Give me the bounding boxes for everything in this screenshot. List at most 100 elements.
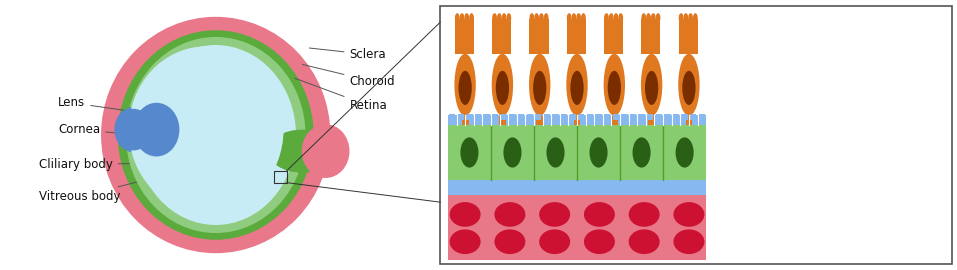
Bar	[595, 114, 602, 120]
Bar	[573, 116, 581, 125]
Bar	[609, 19, 613, 54]
Ellipse shape	[567, 13, 571, 23]
Bar	[475, 114, 481, 120]
Ellipse shape	[134, 103, 179, 157]
Ellipse shape	[645, 71, 658, 105]
Bar	[459, 19, 464, 54]
Ellipse shape	[101, 17, 330, 253]
Text: Choroidal vessels: Choroidal vessels	[711, 228, 824, 247]
Bar	[275, 171, 287, 183]
Ellipse shape	[539, 230, 570, 254]
Ellipse shape	[455, 13, 459, 23]
Ellipse shape	[450, 202, 480, 227]
Ellipse shape	[134, 103, 179, 157]
Bar	[571, 19, 576, 54]
Ellipse shape	[116, 109, 151, 150]
Bar	[683, 19, 688, 54]
Ellipse shape	[651, 13, 656, 23]
Text: Lens: Lens	[58, 96, 164, 116]
Bar	[506, 19, 511, 54]
Ellipse shape	[506, 13, 511, 23]
Ellipse shape	[301, 124, 349, 178]
Ellipse shape	[656, 13, 660, 23]
Bar	[544, 19, 548, 54]
Bar	[469, 19, 474, 54]
Bar	[618, 19, 623, 54]
Ellipse shape	[534, 13, 539, 23]
Ellipse shape	[503, 137, 522, 168]
Bar	[699, 114, 705, 120]
Bar	[647, 114, 654, 120]
Text: Cornea: Cornea	[58, 123, 137, 136]
Ellipse shape	[464, 13, 469, 23]
Bar	[656, 19, 660, 54]
Ellipse shape	[115, 107, 154, 153]
Ellipse shape	[460, 137, 478, 168]
Ellipse shape	[126, 37, 305, 233]
Ellipse shape	[529, 54, 550, 116]
Bar	[483, 114, 490, 120]
Ellipse shape	[501, 13, 506, 23]
Bar	[688, 19, 693, 54]
Bar	[648, 116, 655, 125]
Bar	[587, 114, 593, 120]
Bar	[466, 114, 473, 120]
Ellipse shape	[576, 13, 581, 23]
Ellipse shape	[459, 13, 464, 23]
Ellipse shape	[584, 230, 615, 254]
Ellipse shape	[492, 54, 513, 116]
Ellipse shape	[495, 202, 525, 227]
Bar	[544, 114, 550, 120]
Text: Vitreous body: Vitreous body	[39, 160, 223, 203]
Bar	[569, 114, 576, 120]
Bar	[638, 114, 645, 120]
Ellipse shape	[633, 137, 651, 168]
Bar	[497, 19, 501, 54]
Bar	[630, 114, 636, 120]
Bar	[461, 116, 469, 125]
Ellipse shape	[268, 130, 335, 173]
Ellipse shape	[495, 230, 525, 254]
Bar	[604, 114, 611, 120]
Ellipse shape	[688, 13, 693, 23]
Bar	[518, 114, 524, 120]
Bar	[685, 116, 692, 125]
Ellipse shape	[539, 202, 570, 227]
Ellipse shape	[641, 54, 662, 116]
Bar	[535, 114, 542, 120]
Bar	[561, 114, 568, 120]
Bar	[646, 19, 651, 54]
Bar	[455, 19, 459, 54]
Bar	[611, 116, 618, 125]
Bar	[621, 114, 628, 120]
Ellipse shape	[646, 13, 651, 23]
Ellipse shape	[608, 71, 621, 105]
Bar	[464, 19, 469, 54]
Bar	[448, 180, 706, 195]
Bar	[526, 114, 533, 120]
Ellipse shape	[136, 45, 296, 225]
Ellipse shape	[679, 13, 683, 23]
Ellipse shape	[683, 13, 688, 23]
Ellipse shape	[584, 202, 615, 227]
Ellipse shape	[571, 13, 576, 23]
Ellipse shape	[618, 13, 623, 23]
Text: Sclera: Sclera	[309, 48, 386, 61]
Bar	[440, 6, 951, 264]
Bar	[664, 114, 671, 120]
Ellipse shape	[676, 137, 694, 168]
Ellipse shape	[469, 13, 474, 23]
Bar	[681, 114, 688, 120]
Ellipse shape	[590, 137, 608, 168]
Ellipse shape	[533, 71, 546, 105]
Bar	[567, 19, 571, 54]
Bar	[499, 116, 506, 125]
Bar	[656, 114, 662, 120]
Text: Cliliary body: Cliliary body	[39, 158, 291, 171]
Ellipse shape	[529, 13, 534, 23]
Bar	[509, 114, 516, 120]
Ellipse shape	[492, 13, 497, 23]
Ellipse shape	[129, 46, 283, 213]
Ellipse shape	[581, 13, 586, 23]
Text: Choroid: Choroid	[302, 65, 395, 88]
